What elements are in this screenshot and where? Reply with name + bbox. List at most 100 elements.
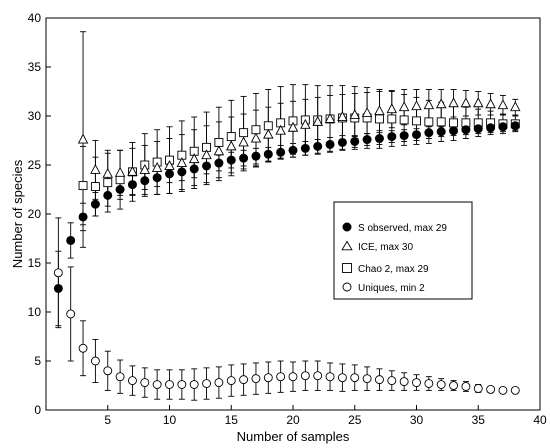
data-point-ice — [201, 149, 212, 160]
legend-marker-uniques — [342, 282, 352, 292]
data-point-uniques — [263, 373, 273, 383]
data-point-chao2 — [387, 114, 397, 124]
data-point-uniques — [362, 374, 372, 384]
data-point-s-observed — [214, 158, 224, 168]
data-point-ice — [337, 111, 348, 121]
data-point-ice — [361, 107, 373, 118]
data-point-s-observed — [189, 164, 199, 174]
data-point-uniques — [66, 309, 76, 319]
data-point-s-observed — [449, 126, 459, 136]
data-point-chao2 — [263, 121, 273, 131]
data-point-ice — [250, 132, 262, 143]
data-point-uniques — [449, 381, 458, 390]
data-point-ice — [510, 101, 521, 112]
data-point-s-observed — [53, 283, 63, 293]
data-point-s-observed — [350, 136, 360, 146]
data-point-chao2 — [412, 116, 421, 126]
data-point-uniques — [325, 372, 335, 382]
data-point-ice — [114, 166, 126, 177]
data-point-uniques — [412, 378, 421, 388]
data-point-s-observed — [127, 180, 137, 190]
data-point-ice — [139, 163, 151, 174]
data-point-uniques — [53, 268, 63, 278]
data-point-s-observed — [461, 125, 471, 135]
data-point-chao2 — [239, 128, 249, 138]
data-point-ice — [473, 97, 484, 108]
data-point-s-observed — [140, 176, 150, 186]
data-point-uniques — [177, 380, 187, 389]
data-point-s-observed — [251, 151, 261, 161]
data-point-chao2 — [78, 181, 88, 191]
data-point-uniques — [251, 374, 261, 384]
x-tick-label: 5 — [104, 413, 111, 427]
data-point-s-observed — [288, 145, 298, 155]
data-point-uniques — [127, 376, 137, 386]
data-point-chao2 — [399, 115, 409, 125]
legend-label-chao2: Chao 2, max 29 — [358, 264, 429, 275]
data-point-uniques — [140, 378, 150, 388]
data-point-s-observed — [473, 124, 483, 134]
data-point-uniques — [165, 380, 174, 389]
data-point-uniques — [202, 379, 212, 388]
data-point-ice — [102, 167, 113, 178]
x-tick-label: 20 — [286, 413, 300, 427]
data-point-uniques — [436, 380, 446, 389]
data-point-ice — [188, 153, 200, 164]
y-tick-label: 40 — [28, 11, 42, 25]
legend: S observed, max 29 ICE, max 30 Chao 2, m… — [333, 201, 473, 300]
data-point-ice — [287, 121, 299, 132]
legend-marker-ice — [341, 240, 353, 251]
data-point-s-observed — [66, 235, 76, 245]
data-point-uniques — [90, 356, 100, 366]
data-point-ice — [448, 97, 459, 108]
data-point-ice — [398, 101, 410, 112]
data-point-uniques — [300, 371, 310, 381]
y-tick-label: 15 — [28, 256, 42, 270]
data-point-s-observed — [78, 212, 88, 222]
x-tick-label: 40 — [533, 413, 547, 427]
y-axis-ticks: 0 5 10 15 20 25 30 35 40 — [28, 11, 51, 417]
data-point-ice — [226, 140, 237, 151]
data-point-ice — [374, 105, 385, 116]
data-point-uniques — [510, 385, 520, 395]
data-point-uniques — [115, 372, 125, 382]
data-point-uniques — [350, 373, 360, 383]
data-point-s-observed — [510, 121, 520, 131]
x-tick-label: 15 — [225, 413, 239, 427]
data-point-s-observed — [300, 143, 310, 153]
y-tick-label: 30 — [28, 109, 42, 123]
data-point-chao2 — [103, 178, 113, 188]
data-point-ice — [213, 145, 225, 156]
data-point-s-observed — [325, 139, 335, 149]
data-point-s-observed — [90, 199, 100, 209]
y-tick-label: 0 — [34, 403, 41, 417]
data-point-ice — [90, 163, 101, 174]
x-tick-label: 25 — [348, 413, 362, 427]
data-point-chao2 — [115, 175, 125, 185]
data-point-s-observed — [436, 127, 446, 137]
y-axis-title: Number of species — [10, 159, 25, 268]
data-point-ice — [77, 133, 89, 144]
data-point-s-observed — [362, 135, 372, 145]
data-point-ice — [324, 112, 336, 123]
data-point-ice — [497, 99, 509, 110]
data-point-chao2 — [214, 138, 224, 147]
data-point-uniques — [486, 384, 496, 394]
legend-label-uniques: Uniques, min 2 — [358, 283, 425, 294]
legend-box — [333, 201, 473, 300]
data-point-ice — [423, 99, 435, 110]
data-point-ice — [275, 124, 286, 135]
data-point-ice — [349, 109, 360, 119]
data-point-uniques — [276, 372, 286, 382]
data-point-ice — [411, 100, 422, 111]
legend-marker-s-observed — [342, 222, 352, 232]
data-point-chao2 — [375, 114, 384, 124]
y-tick-label: 10 — [28, 305, 42, 319]
data-point-ice — [263, 128, 274, 139]
data-point-ice — [485, 98, 496, 109]
data-point-uniques — [498, 385, 508, 395]
y-tick-label: 35 — [28, 60, 42, 74]
y-tick-label: 25 — [28, 158, 42, 172]
data-markers — [53, 97, 521, 395]
